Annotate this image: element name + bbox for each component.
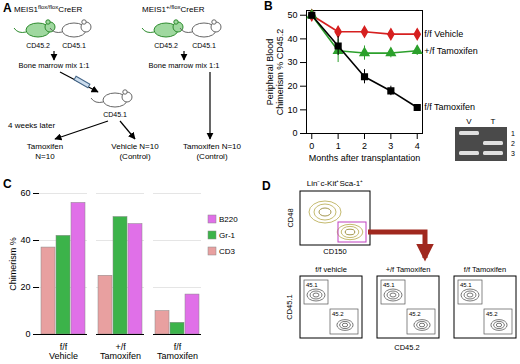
svg-text:B220: B220 <box>219 215 238 224</box>
svg-text:MEIS1+/floxCreER: MEIS1+/floxCreER <box>142 4 205 14</box>
svg-text:45.2: 45.2 <box>332 311 344 317</box>
svg-text:Gr-1: Gr-1 <box>219 231 236 240</box>
svg-text:10: 10 <box>287 105 297 115</box>
svg-text:45.2: 45.2 <box>486 311 498 317</box>
svg-text:CD45.2: CD45.2 <box>394 343 419 352</box>
svg-text:C: C <box>3 177 12 191</box>
svg-text:1: 1 <box>336 141 341 151</box>
svg-text:2: 2 <box>362 141 367 151</box>
svg-text:45.2: 45.2 <box>409 311 421 317</box>
svg-text:A: A <box>3 1 12 15</box>
svg-text:CD45.1: CD45.1 <box>285 294 294 319</box>
svg-text:45.1: 45.1 <box>383 282 395 288</box>
svg-text:Months after transplantation: Months after transplantation <box>309 153 421 163</box>
svg-text:CD150: CD150 <box>323 247 346 256</box>
svg-text:D: D <box>262 179 271 193</box>
svg-text:+/f Tamoxifen: +/f Tamoxifen <box>424 46 478 56</box>
svg-text:CD45.2: CD45.2 <box>154 42 178 49</box>
svg-text:4: 4 <box>415 141 420 151</box>
svg-text:45.1: 45.1 <box>460 282 472 288</box>
svg-text:60: 60 <box>20 188 30 198</box>
svg-text:45.1: 45.1 <box>306 282 318 288</box>
svg-text:N=10: N=10 <box>35 152 55 161</box>
svg-text:V: V <box>466 117 472 126</box>
svg-text:4 weeks later: 4 weeks later <box>8 121 55 130</box>
svg-text:3: 3 <box>388 141 393 151</box>
svg-text:f/f Tamoxifen: f/f Tamoxifen <box>464 265 506 274</box>
svg-text:+/f Tamoxifen: +/f Tamoxifen <box>386 265 431 274</box>
svg-text:f/f Vehicle: f/f Vehicle <box>424 29 463 39</box>
svg-text:50: 50 <box>287 10 297 20</box>
svg-text:20: 20 <box>20 282 30 292</box>
svg-text:CD48: CD48 <box>286 208 295 227</box>
svg-text:40: 40 <box>287 34 297 44</box>
svg-text:Lin⁻c-Kit⁺Sca-1⁺: Lin⁻c-Kit⁺Sca-1⁺ <box>307 179 364 188</box>
svg-text:CD45.2: CD45.2 <box>26 42 50 49</box>
svg-text:MEIS1flox/floxCreER: MEIS1flox/floxCreER <box>14 4 83 14</box>
svg-text:Chimerism % CD45.2: Chimerism % CD45.2 <box>275 29 285 116</box>
svg-text:30: 30 <box>287 57 297 67</box>
svg-text:Chimerism %: Chimerism % <box>8 237 18 291</box>
svg-text:CD3: CD3 <box>219 247 236 256</box>
svg-text:20: 20 <box>287 81 297 91</box>
svg-text:CD45.1: CD45.1 <box>103 111 127 118</box>
svg-text:0: 0 <box>25 329 30 339</box>
svg-text:Vehicle N=10: Vehicle N=10 <box>111 142 159 151</box>
svg-text:(Control): (Control) <box>196 152 227 161</box>
svg-text:f/f Tamoxifen: f/f Tamoxifen <box>424 102 475 112</box>
svg-text:f/fVehicle: f/fVehicle <box>49 342 78 361</box>
svg-text:Bone marrow mix 1:1: Bone marrow mix 1:1 <box>149 61 220 70</box>
svg-text:CD45.1: CD45.1 <box>62 42 86 49</box>
svg-text:(Control): (Control) <box>119 152 150 161</box>
svg-text:3: 3 <box>511 150 515 157</box>
svg-text:Tamoxifen N=10: Tamoxifen N=10 <box>183 142 242 151</box>
svg-text:40: 40 <box>20 235 30 245</box>
svg-text:0: 0 <box>292 128 297 138</box>
svg-text:T: T <box>491 117 496 126</box>
svg-text:f/fTamoxifen: f/fTamoxifen <box>157 342 198 361</box>
svg-text:f/f vehicle: f/f vehicle <box>315 265 347 274</box>
svg-text:+/fTamoxifen: +/fTamoxifen <box>100 342 141 361</box>
svg-text:Tamoxifen: Tamoxifen <box>27 142 63 151</box>
svg-text:B: B <box>264 0 273 13</box>
svg-text:1: 1 <box>511 130 515 137</box>
svg-text:Peripheral Blood: Peripheral Blood <box>265 39 275 106</box>
svg-text:0: 0 <box>309 141 314 151</box>
svg-text:CD45.1: CD45.1 <box>192 42 216 49</box>
svg-text:Bone marrow mix 1:1: Bone marrow mix 1:1 <box>19 61 90 70</box>
svg-text:2: 2 <box>511 140 515 147</box>
